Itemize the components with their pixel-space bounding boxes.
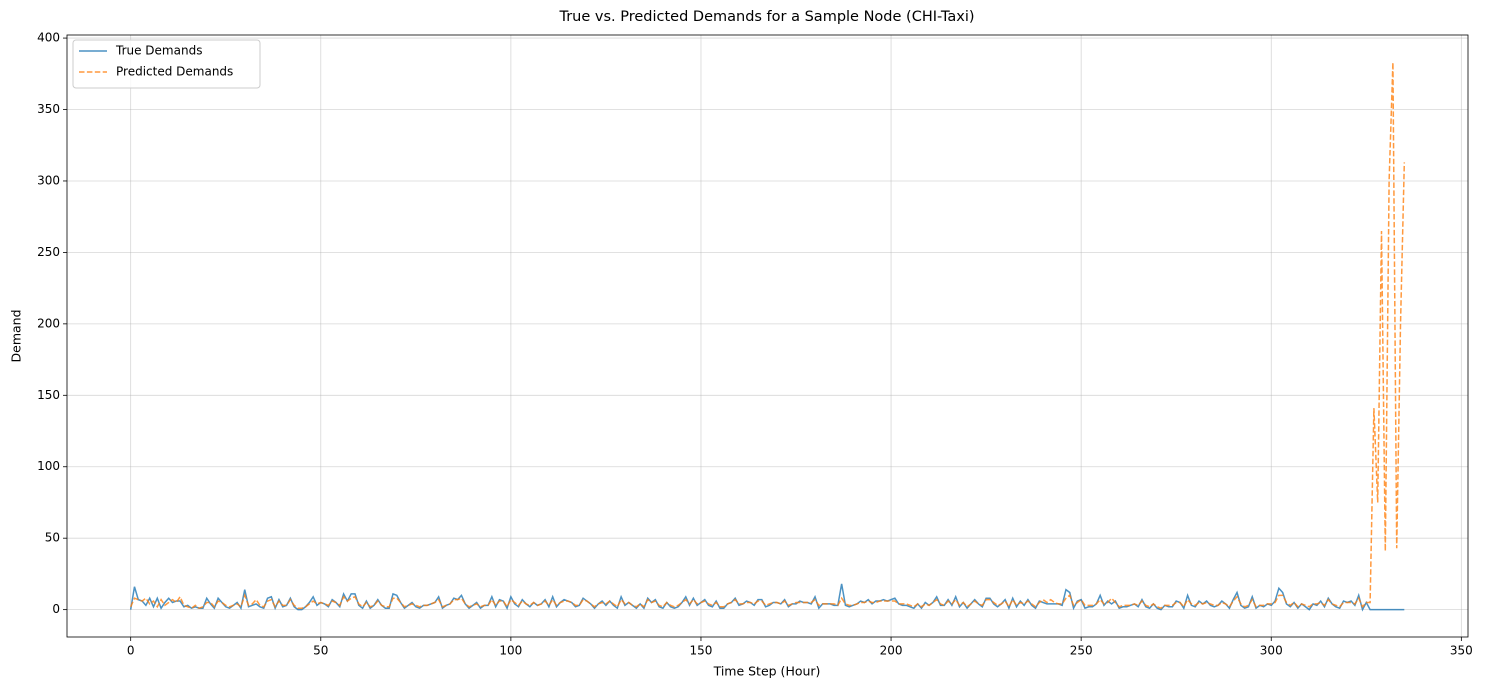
y-tick-label: 50 [45, 531, 60, 545]
x-tick-label: 300 [1260, 644, 1283, 658]
x-axis-label: Time Step (Hour) [713, 664, 821, 679]
x-tick-label: 250 [1070, 644, 1093, 658]
y-tick-label: 350 [37, 102, 60, 116]
chart-title: True vs. Predicted Demands for a Sample … [558, 9, 974, 25]
data-line [129, 583, 1405, 612]
x-tick-label: 150 [690, 644, 713, 658]
y-tick-label: 100 [37, 459, 60, 473]
y-axis-label: Demand [9, 309, 24, 362]
y-tick-label: 0 [52, 602, 60, 616]
legend-label: Predicted Demands [116, 65, 233, 79]
x-tick-label: 0 [127, 644, 135, 658]
plot-frame [66, 34, 1469, 638]
y-tick-label: 150 [37, 388, 60, 402]
data-line [129, 62, 1406, 610]
x-tick-label: 100 [499, 644, 522, 658]
x-tick-label: 200 [880, 644, 903, 658]
y-tick-label: 200 [37, 316, 60, 330]
x-tick-label: 350 [1450, 644, 1473, 658]
y-tick-label: 300 [37, 173, 60, 187]
y-tick-label: 250 [37, 245, 60, 259]
legend-box [72, 39, 261, 89]
x-tick-label: 50 [313, 644, 328, 658]
legend-label: True Demands [115, 44, 202, 58]
y-tick-label: 400 [37, 31, 60, 45]
